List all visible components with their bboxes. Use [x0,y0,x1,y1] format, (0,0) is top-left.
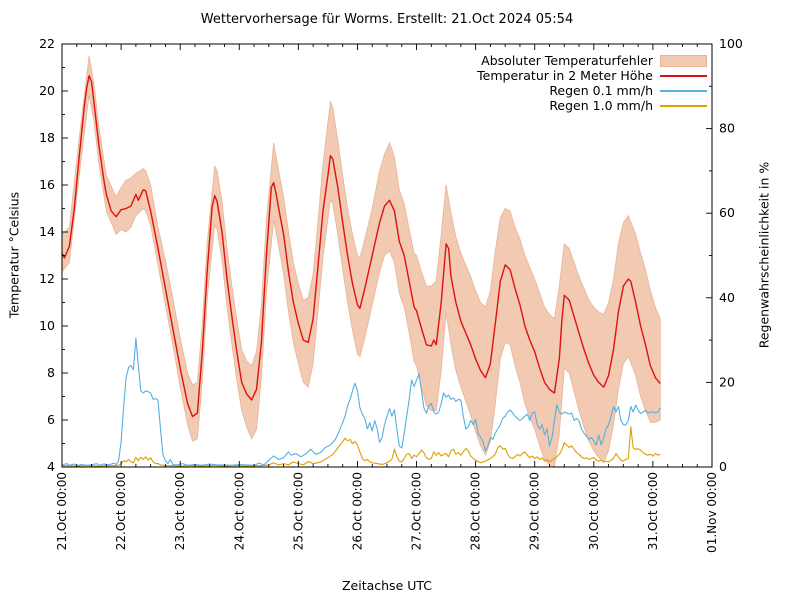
x-tick-label: 28.Oct 00:00 [469,472,483,550]
y-left-tick-label: 8 [47,365,55,380]
x-tick-label: 31.Oct 00:00 [646,472,660,550]
y-right-tick-label: 0 [719,459,727,474]
legend-item: Temperatur in 2 Meter Höhe [477,68,707,83]
x-tick-label: 26.Oct 00:00 [350,472,364,550]
legend-color [660,74,707,77]
x-tick-label: 27.Oct 00:00 [410,472,424,550]
x-tick-label: 24.Oct 00:00 [232,472,246,550]
y-axis-label-right: Regenwahrscheinlichkeit in % [756,161,772,349]
legend-item: Absoluter Temperaturfehler [477,53,707,68]
chart-title: Wettervorhersage für Worms. Erstellt: 21… [200,12,574,27]
legend-color [660,54,707,67]
y-left-tick-label: 20 [39,83,55,98]
x-axis-label: Zeitachse UTC [341,578,433,593]
x-tick-label: 21.Oct 00:00 [55,472,69,550]
legend-line-swatch [660,74,707,77]
y-left-tick-label: 16 [39,177,55,192]
rain-1-0-line [62,426,661,467]
y-right-tick-label: 20 [719,374,735,389]
x-tick-label: 23.Oct 00:00 [173,472,187,550]
y-right-tick-label: 60 [719,205,735,220]
y-right-tick-label: 80 [719,121,735,136]
y-left-tick-label: 10 [39,318,55,333]
y-right-tick-label: 40 [719,290,735,305]
y-left-tick-label: 14 [39,224,55,239]
legend-color [660,104,707,107]
legend-item: Regen 1.0 mm/h [477,98,707,113]
y-left-tick-label: 12 [39,271,55,286]
legend-label: Regen 0.1 mm/h [549,83,653,98]
legend-item: Regen 0.1 mm/h [477,83,707,98]
y-left-tick-label: 6 [47,412,55,427]
legend-patch-swatch [660,54,707,67]
chart-legend: Absoluter Temperaturfehler Temperatur in … [477,53,707,113]
y-left-tick-label: 22 [39,36,55,51]
legend-line-swatch [660,104,707,107]
legend-color [660,89,707,92]
legend-label: Regen 1.0 mm/h [549,98,653,113]
x-tick-label: 25.Oct 00:00 [291,472,305,550]
x-tick-label: 22.Oct 00:00 [114,472,128,550]
x-tick-label: 29.Oct 00:00 [528,472,542,550]
y-left-tick-label: 4 [47,459,55,474]
y-left-tick-label: 18 [39,130,55,145]
rain-0-1-line [61,337,661,467]
temperature-line [61,75,661,418]
x-tick-label: 01.Nov 00:00 [705,472,719,553]
y-right-tick-label: 100 [719,36,743,51]
temperature-error-band [61,55,661,468]
x-tick-label: 30.Oct 00:00 [587,472,601,550]
legend-label: Temperatur in 2 Meter Höhe [477,68,653,83]
y-axis-label-left: Temperatur °Celsius [6,191,22,319]
legend-line-swatch [660,89,707,92]
legend-label: Absoluter Temperaturfehler [481,53,653,68]
